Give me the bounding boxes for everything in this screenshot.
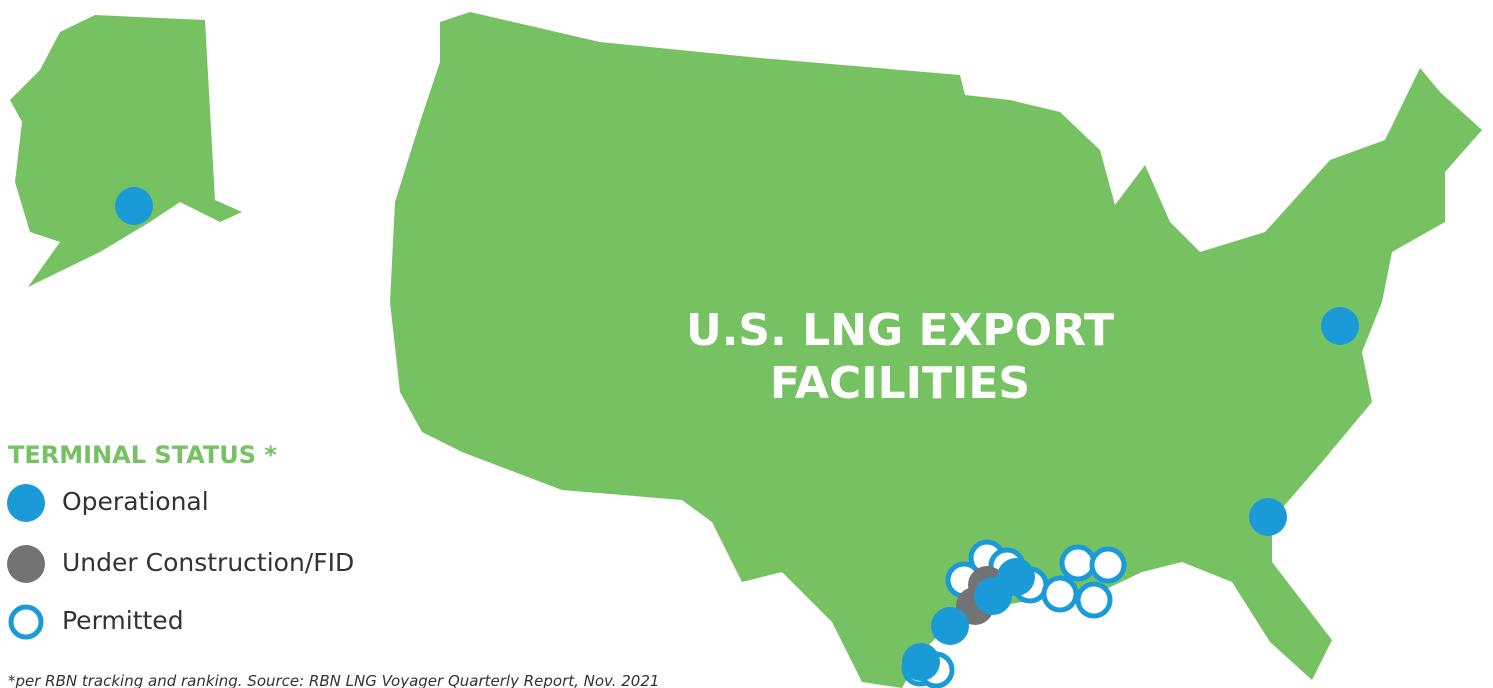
terminal-permitted	[1041, 575, 1079, 613]
legend: TERMINAL STATUS * Operational Under Cons…	[7, 441, 354, 640]
terminal-operational	[997, 558, 1035, 596]
terminal-operational	[931, 607, 969, 645]
legend-swatch	[7, 484, 45, 522]
terminal-operational	[1321, 307, 1359, 345]
alaska	[10, 15, 242, 287]
terminals	[115, 187, 1359, 688]
legend-label: Operational	[62, 487, 209, 516]
terminal-permitted	[1059, 544, 1097, 582]
footnote: *per RBN tracking and ranking. Source: R…	[8, 672, 659, 688]
terminal-permitted	[1075, 581, 1113, 619]
contiguous-us	[390, 12, 1482, 688]
legend-label: Under Construction/FID	[62, 548, 354, 577]
terminal-operational	[902, 643, 940, 681]
map-title: U.S. LNG EXPORT	[686, 305, 1114, 356]
legend-swatch	[7, 545, 45, 583]
legend-title: TERMINAL STATUS *	[8, 441, 277, 469]
terminal-permitted	[1089, 546, 1127, 584]
legend-swatch	[8, 604, 44, 640]
terminal-operational	[1249, 498, 1287, 536]
legend-label: Permitted	[62, 606, 184, 635]
terminal-operational	[115, 187, 153, 225]
map-title: FACILITIES	[770, 358, 1030, 409]
